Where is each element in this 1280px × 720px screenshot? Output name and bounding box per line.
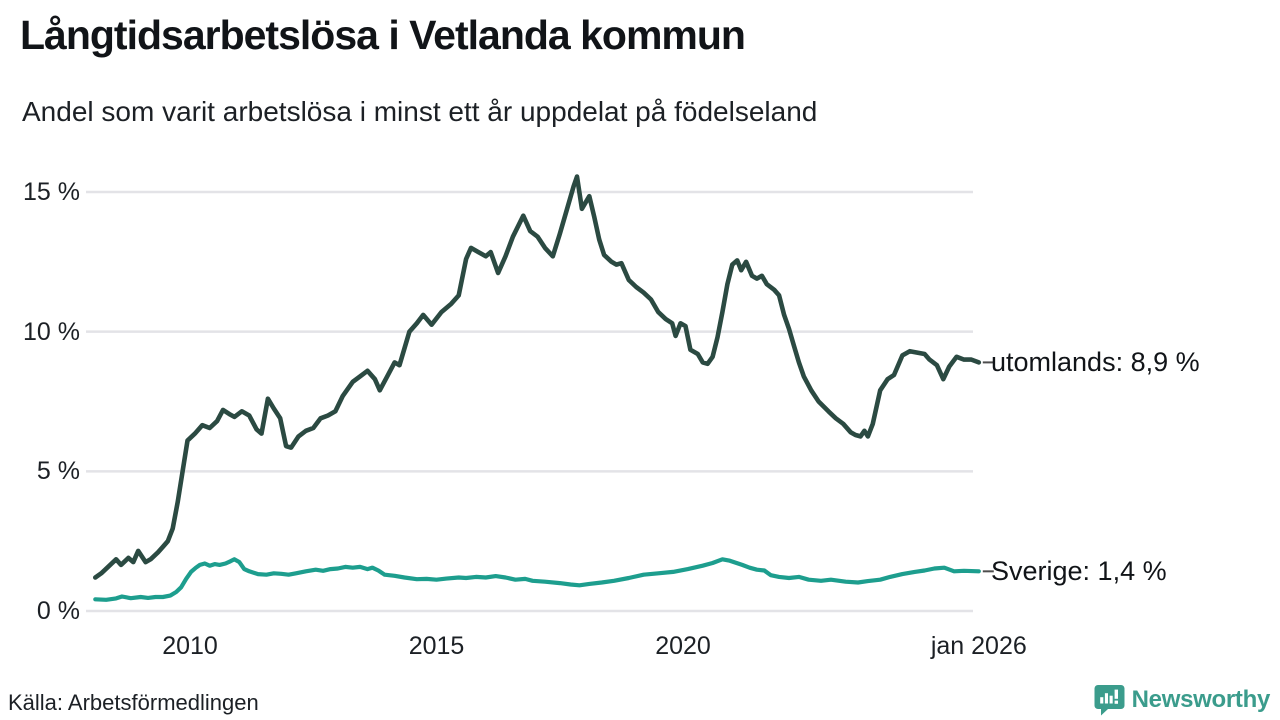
x-tick-2015: 2015 — [408, 632, 465, 660]
series-end-label-sverige: Sverige: 1,4 % — [991, 556, 1167, 587]
page-title: Långtidsarbetslösa i Vetlanda kommun — [20, 12, 746, 58]
x-tick-2010: 2010 — [162, 632, 218, 660]
brand-name: Newsworthy — [1131, 686, 1271, 713]
x-tick-2020: 2020 — [655, 632, 711, 660]
y-tick-10: 10 % — [23, 317, 80, 346]
newsworthy-icon — [1094, 685, 1125, 716]
y-tick-15: 15 % — [23, 178, 80, 206]
y-tick-0: 0 % — [36, 597, 80, 625]
brand-logo: Newsworthy — [1094, 684, 1270, 716]
page-subtitle: Andel som varit arbetslösa i minst ett å… — [22, 96, 818, 127]
series-line-utomlands — [93, 174, 982, 580]
y-tick-5: 5 % — [36, 457, 80, 486]
series-line-Sverige — [93, 557, 981, 602]
x-tick-jan-2026: jan 2026 — [930, 632, 1027, 660]
source-note: Källa: Arbetsförmedlingen — [8, 690, 259, 715]
series-end-label-utomlands: utomlands: 8,9 % — [991, 347, 1200, 378]
